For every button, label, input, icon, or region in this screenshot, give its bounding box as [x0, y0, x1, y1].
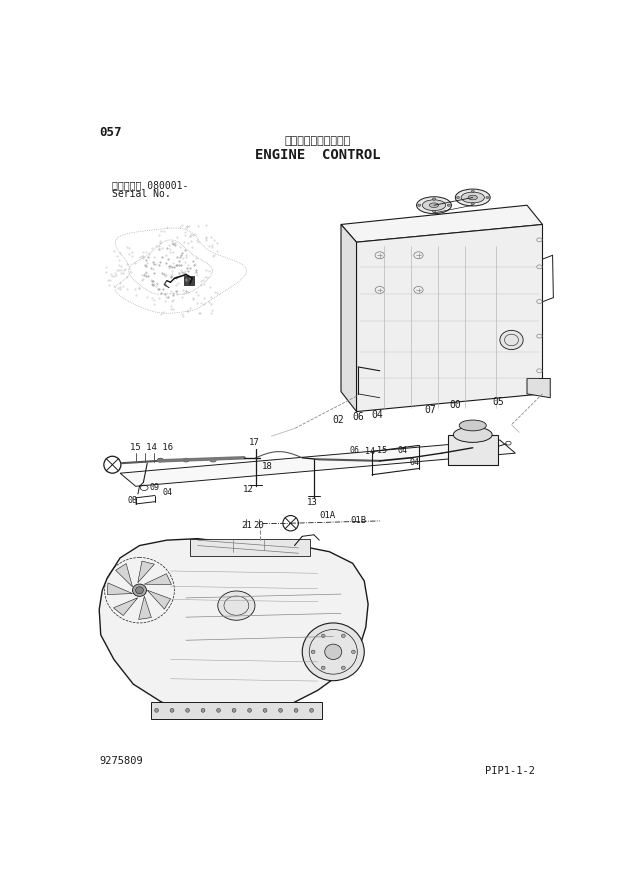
- Ellipse shape: [486, 196, 489, 199]
- Ellipse shape: [352, 650, 355, 653]
- Ellipse shape: [183, 458, 189, 462]
- Ellipse shape: [133, 584, 146, 597]
- Text: 適用号機　 080001-: 適用号機 080001-: [112, 180, 188, 190]
- Text: 02: 02: [333, 414, 345, 425]
- Circle shape: [201, 709, 205, 712]
- Text: 04: 04: [162, 488, 173, 497]
- Text: エンジンコントロール: エンジンコントロール: [285, 136, 351, 146]
- Ellipse shape: [136, 587, 143, 594]
- Circle shape: [309, 709, 314, 712]
- Ellipse shape: [456, 196, 459, 199]
- Circle shape: [263, 709, 267, 712]
- Ellipse shape: [311, 650, 315, 653]
- Text: 01A: 01A: [319, 511, 335, 520]
- Text: 00: 00: [450, 400, 461, 410]
- Ellipse shape: [433, 210, 435, 213]
- Text: 20: 20: [254, 521, 264, 530]
- Polygon shape: [107, 583, 133, 595]
- Ellipse shape: [303, 623, 365, 681]
- Text: 12: 12: [242, 485, 254, 494]
- Ellipse shape: [468, 195, 477, 200]
- Ellipse shape: [325, 644, 342, 660]
- Ellipse shape: [453, 427, 492, 442]
- Ellipse shape: [422, 200, 446, 210]
- Text: 09: 09: [149, 483, 159, 491]
- Circle shape: [154, 709, 159, 712]
- Ellipse shape: [210, 458, 216, 462]
- Ellipse shape: [157, 458, 164, 462]
- Ellipse shape: [459, 420, 486, 431]
- Bar: [185, 276, 193, 286]
- Bar: [151, 702, 322, 719]
- Circle shape: [232, 709, 236, 712]
- Circle shape: [247, 709, 252, 712]
- Text: 15 14 16: 15 14 16: [130, 443, 173, 452]
- Text: 15: 15: [377, 446, 387, 455]
- Text: 04: 04: [410, 458, 420, 467]
- Text: 14: 14: [365, 448, 376, 456]
- Ellipse shape: [417, 197, 451, 214]
- Ellipse shape: [418, 204, 421, 207]
- Ellipse shape: [461, 192, 484, 203]
- Polygon shape: [341, 224, 356, 412]
- Text: 9275809: 9275809: [99, 756, 143, 766]
- Ellipse shape: [429, 203, 439, 208]
- Text: PIP1-1-2: PIP1-1-2: [485, 766, 534, 776]
- Text: 01B: 01B: [350, 516, 366, 525]
- Polygon shape: [527, 378, 551, 398]
- Ellipse shape: [500, 330, 523, 350]
- Text: ENGINE  CONTROL: ENGINE CONTROL: [255, 148, 381, 162]
- Ellipse shape: [342, 666, 345, 669]
- Text: 04: 04: [398, 446, 408, 455]
- Polygon shape: [144, 574, 171, 584]
- Bar: [190, 539, 310, 555]
- Circle shape: [294, 709, 298, 712]
- Polygon shape: [99, 539, 368, 717]
- Circle shape: [278, 709, 283, 712]
- Text: 06: 06: [350, 446, 360, 455]
- Text: 18: 18: [262, 463, 273, 471]
- Text: 13: 13: [307, 498, 317, 507]
- Text: 07: 07: [424, 405, 436, 414]
- Ellipse shape: [471, 190, 474, 193]
- Polygon shape: [138, 561, 154, 583]
- Ellipse shape: [433, 198, 435, 201]
- Text: Serial No.: Serial No.: [112, 189, 171, 199]
- Ellipse shape: [455, 189, 490, 206]
- Text: 08: 08: [128, 497, 138, 505]
- Polygon shape: [341, 205, 542, 242]
- Ellipse shape: [471, 202, 474, 205]
- Polygon shape: [148, 590, 171, 609]
- Text: 17: 17: [249, 438, 260, 447]
- Text: 21: 21: [241, 521, 252, 530]
- Text: 05: 05: [492, 397, 504, 407]
- Bar: [448, 434, 498, 465]
- Text: 04: 04: [371, 410, 383, 420]
- Polygon shape: [113, 597, 138, 616]
- Ellipse shape: [321, 634, 325, 638]
- Text: 057: 057: [99, 126, 122, 139]
- Polygon shape: [116, 563, 133, 587]
- Circle shape: [216, 709, 221, 712]
- Circle shape: [170, 709, 174, 712]
- Text: 06: 06: [352, 413, 364, 422]
- Ellipse shape: [447, 204, 450, 207]
- Polygon shape: [356, 224, 542, 412]
- Circle shape: [185, 709, 190, 712]
- Ellipse shape: [342, 634, 345, 638]
- Polygon shape: [139, 597, 151, 619]
- Ellipse shape: [321, 666, 325, 669]
- Polygon shape: [120, 440, 515, 486]
- Ellipse shape: [218, 591, 255, 620]
